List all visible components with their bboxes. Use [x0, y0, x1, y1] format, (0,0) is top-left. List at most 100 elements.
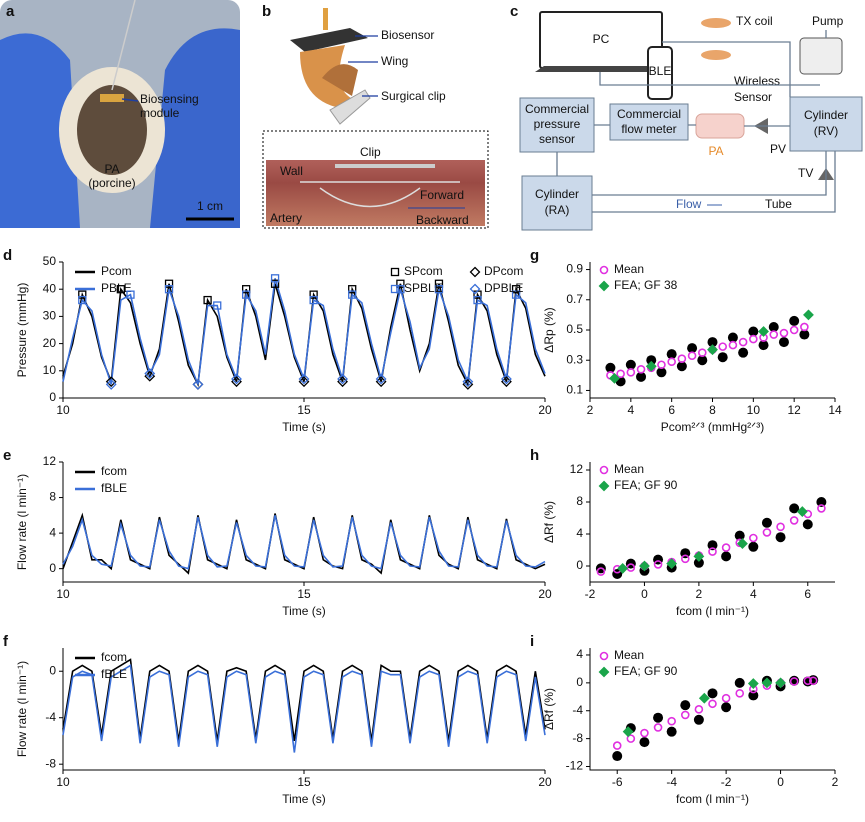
marker	[511, 290, 521, 299]
marker	[708, 699, 717, 709]
marker	[808, 676, 818, 686]
y-axis-label: Flow rate (l min⁻¹)	[15, 661, 29, 757]
marker	[640, 728, 649, 738]
node-label: Commercial	[525, 102, 589, 116]
line	[62, 278, 546, 385]
x-tick-label: 2	[696, 587, 703, 601]
marker	[721, 693, 731, 703]
annotation: Biosensing	[140, 92, 199, 106]
x-axis-label: Time (s)	[282, 792, 326, 806]
x-axis-label: fcom (l min⁻¹)	[676, 604, 749, 618]
marker	[375, 373, 387, 385]
y-tick-label: -8	[45, 756, 56, 770]
panel-a: a Biosensing module PA (porcine) 1 cm	[0, 0, 240, 229]
marker	[680, 710, 690, 720]
point	[707, 540, 718, 551]
point	[653, 712, 664, 723]
node-label: TX coil	[736, 14, 773, 28]
y-tick-label: 8	[576, 494, 583, 508]
marker	[596, 567, 606, 576]
marker	[761, 677, 773, 689]
node-label: TV	[798, 166, 813, 180]
marker	[434, 285, 444, 294]
point	[738, 347, 749, 358]
arrow	[121, 98, 139, 102]
marker	[626, 734, 636, 743]
panel-label: g	[530, 247, 539, 264]
node-label: Cylinder	[535, 187, 579, 201]
legend-label: FEA; GF 90	[614, 478, 678, 492]
y-axis-label: ΔRf (%)	[542, 501, 556, 543]
panel-label: c	[510, 3, 518, 20]
y-tick-label: 12	[43, 454, 57, 468]
marker	[434, 279, 444, 288]
legend-marker	[469, 266, 481, 278]
point	[656, 367, 667, 378]
marker	[636, 364, 646, 374]
point	[666, 726, 677, 737]
y-axis-label: Pressure (mmHg)	[15, 283, 29, 378]
marker	[677, 354, 687, 364]
marker	[749, 334, 758, 344]
legend-label: SPBLE	[404, 281, 443, 295]
legend-label: fBLE	[101, 667, 127, 681]
marker	[776, 522, 785, 532]
wire	[111, 0, 136, 91]
x-tick-label: 15	[297, 587, 311, 601]
y-tick-label: 0	[49, 390, 56, 404]
point	[778, 337, 789, 348]
legend-marker	[598, 280, 610, 292]
legend-label: FEA; GF 90	[614, 664, 678, 678]
point	[802, 519, 813, 530]
legend-label: DPBLE	[484, 281, 523, 295]
marker	[309, 295, 318, 305]
artery-ring	[59, 67, 165, 193]
point	[717, 352, 728, 363]
marker	[270, 279, 280, 288]
module	[100, 94, 124, 102]
x-tick-label: 4	[627, 403, 634, 417]
marker	[348, 285, 357, 294]
clip	[335, 164, 435, 168]
panel-c: c PC BLE TX coil Wireless Sensor Pump Co…	[510, 3, 863, 231]
y-tick-label: 0.9	[566, 262, 583, 276]
marker	[803, 676, 813, 686]
legend-marker	[598, 480, 610, 492]
marker	[78, 295, 87, 305]
marker	[242, 290, 251, 299]
marker	[718, 342, 728, 351]
inset-frame	[262, 130, 489, 229]
x-tick-label: 10	[56, 775, 70, 789]
x-tick-label: 10	[56, 403, 70, 417]
pa-tube	[695, 113, 745, 139]
annotation: Wing	[381, 54, 408, 68]
node-label: flow meter	[621, 122, 676, 136]
y-tick-label: 20	[43, 336, 57, 350]
x-tick-label: 6	[668, 403, 675, 417]
legend-marker	[599, 651, 609, 661]
point	[721, 702, 732, 713]
marker	[667, 357, 676, 367]
annotation: Forward	[420, 188, 464, 202]
node-label: (RA)	[545, 203, 570, 217]
x-tick-label: 8	[709, 403, 716, 417]
annotation: Wall	[280, 164, 303, 178]
y-axis-label: ΔRf (%)	[542, 688, 556, 730]
node-label: PV	[770, 142, 786, 156]
annotation: PA	[104, 162, 119, 176]
marker	[721, 543, 731, 552]
marker	[667, 716, 676, 726]
marker	[626, 563, 636, 572]
marker	[687, 351, 697, 360]
legend-marker	[598, 666, 610, 678]
marker	[105, 376, 117, 388]
connector	[556, 30, 836, 213]
point	[676, 361, 687, 372]
annotation: Surgical clip	[381, 89, 446, 103]
node-label: Commercial	[617, 107, 681, 121]
legend-marker	[599, 465, 609, 475]
point	[816, 497, 827, 507]
x-tick-label: 15	[297, 403, 311, 417]
point	[707, 688, 718, 699]
